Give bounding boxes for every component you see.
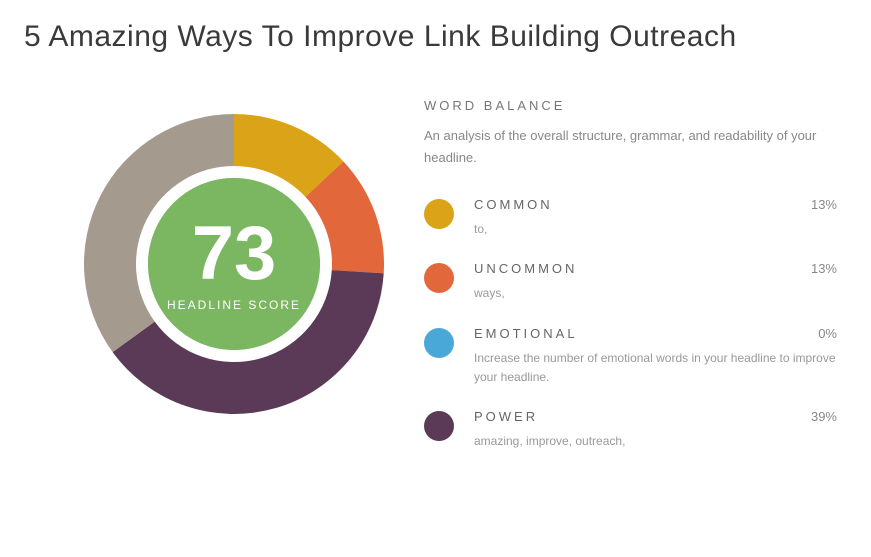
category-percent: 0% [818, 326, 837, 341]
word-balance-description: An analysis of the overall structure, gr… [424, 125, 837, 169]
category-swatch [424, 411, 454, 441]
score-label: HEADLINE SCORE [167, 298, 301, 312]
category-header: EMOTIONAL 0% [474, 326, 837, 341]
donut-column: 73 HEADLINE SCORE [24, 94, 384, 473]
headline-score-donut: 73 HEADLINE SCORE [84, 114, 384, 414]
word-balance-title: WORD BALANCE [424, 98, 837, 113]
category-header: COMMON 13% [474, 197, 837, 212]
category-name: EMOTIONAL [474, 326, 578, 341]
category-row: EMOTIONAL 0% Increase the number of emotio… [424, 326, 837, 387]
category-name: COMMON [474, 197, 553, 212]
category-body: POWER 39% amazing, improve, outreach, [474, 409, 837, 451]
category-percent: 13% [811, 261, 837, 276]
category-header: POWER 39% [474, 409, 837, 424]
category-percent: 39% [811, 409, 837, 424]
word-balance-panel: WORD BALANCE An analysis of the overall … [424, 94, 847, 473]
category-detail: Increase the number of emotional words i… [474, 349, 837, 387]
page-headline: 5 Amazing Ways To Improve Link Building … [24, 20, 847, 54]
category-body: EMOTIONAL 0% Increase the number of emotio… [474, 326, 837, 387]
category-percent: 13% [811, 197, 837, 212]
category-swatch [424, 199, 454, 229]
content-row: 73 HEADLINE SCORE WORD BALANCE An analys… [24, 94, 847, 473]
category-row: POWER 39% amazing, improve, outreach, [424, 409, 837, 451]
category-header: UNCOMMON 13% [474, 261, 837, 276]
category-list: COMMON 13% to, UNCOMMON 13% ways, EMOTIONAL 0% I… [424, 197, 837, 451]
category-name: POWER [474, 409, 538, 424]
category-swatch [424, 263, 454, 293]
category-detail: to, [474, 220, 837, 239]
category-swatch [424, 328, 454, 358]
category-detail: ways, [474, 284, 837, 303]
category-row: COMMON 13% to, [424, 197, 837, 239]
category-body: COMMON 13% to, [474, 197, 837, 239]
donut-center: 73 HEADLINE SCORE [148, 178, 320, 350]
category-detail: amazing, improve, outreach, [474, 432, 837, 451]
category-body: UNCOMMON 13% ways, [474, 261, 837, 303]
category-row: UNCOMMON 13% ways, [424, 261, 837, 303]
score-value: 73 [192, 216, 277, 292]
category-name: UNCOMMON [474, 261, 577, 276]
